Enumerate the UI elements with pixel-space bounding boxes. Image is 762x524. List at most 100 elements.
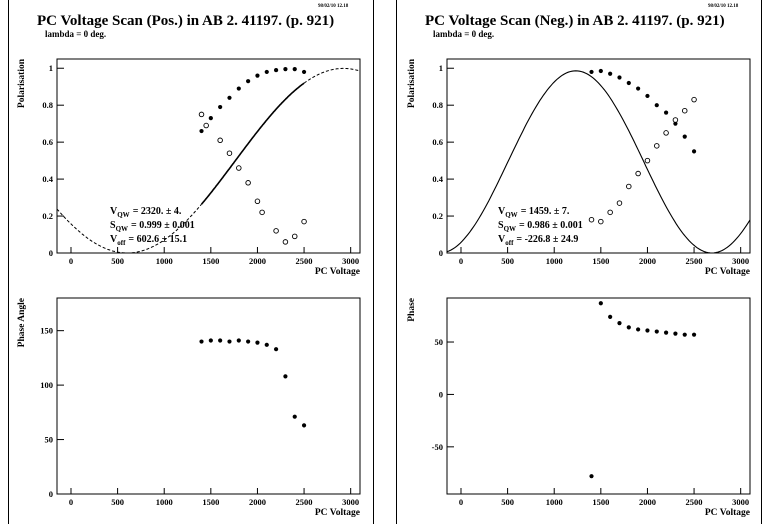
svg-text:SQW= 0.999 ± 0.001: SQW = 0.999 ± 0.001 — [110, 220, 195, 233]
data-point — [246, 79, 251, 84]
plot-frame — [446, 297, 751, 495]
data-point-open — [203, 122, 209, 129]
x-tick-label: 3000 — [342, 497, 359, 507]
data-point — [283, 374, 288, 379]
data-point — [236, 86, 241, 91]
y-tick-label: 0.2 — [42, 211, 53, 221]
data-point-open — [245, 180, 251, 186]
data-point — [218, 338, 223, 343]
data-point — [645, 93, 650, 99]
data-point — [264, 69, 269, 75]
data-point — [682, 332, 687, 337]
fit-curve-extrapolated — [303, 67, 361, 84]
data-point — [663, 110, 669, 115]
x-tick-label: 0 — [69, 497, 73, 507]
x-axis-label: PC Voltage — [315, 508, 360, 518]
x-tick-label: 1500 — [202, 256, 219, 266]
data-point — [246, 339, 251, 344]
sqw-subscript: QW — [504, 225, 516, 233]
data-point-open — [654, 143, 660, 149]
x-tick-label: 3000 — [732, 256, 749, 266]
data-point-open — [635, 170, 641, 177]
data-point — [654, 103, 659, 108]
data-point-open — [607, 209, 613, 216]
fit-results: VQW = 2320. ± 4. SQW = 0.999 ± 0.001 Voff =… — [110, 206, 195, 247]
data-point — [236, 338, 241, 343]
data-point — [283, 67, 288, 72]
sqw-value: = 0.986 ± 0.001 — [519, 220, 583, 231]
data-point-open — [273, 228, 279, 234]
data-point-open — [259, 209, 265, 216]
svg-text:VQW= 1459. ± 7.: VQW = 1459. ± 7. — [498, 206, 570, 219]
y-tick-label: 0.8 — [432, 100, 443, 110]
data-point — [617, 321, 622, 326]
voff-label: V — [110, 234, 118, 245]
data-point-open — [616, 200, 623, 206]
y-axis-label: Phase Angle — [17, 298, 27, 347]
voff-subscript: off — [117, 239, 126, 247]
data-point — [608, 71, 613, 76]
y-axis-label: Polarisation — [17, 58, 27, 108]
data-point-open — [588, 216, 595, 223]
y-tick-label: 0.6 — [432, 137, 443, 147]
data-point — [673, 331, 678, 336]
y-tick-label: 1 — [439, 63, 443, 73]
voff-value: = -226.8 ± 24.9 — [516, 234, 578, 245]
x-tick-label: 2000 — [639, 497, 656, 507]
panel-subtitle: lambda = 0 deg. — [433, 29, 494, 39]
x-tick-label: 500 — [501, 256, 514, 266]
y-tick-label: 50 — [435, 337, 444, 347]
x-tick-label: 500 — [501, 497, 514, 507]
polarisation-plot-positive: 0 500 1000 1500 2000 2500 3000 0 0.2 0.4 0.6 0.8 1 PC… — [17, 58, 361, 277]
data-point — [255, 340, 260, 345]
data-point-open — [282, 239, 289, 245]
data-point-open — [691, 96, 697, 103]
x-tick-label: 1000 — [156, 256, 173, 266]
data-point-open — [291, 233, 298, 240]
y-tick-label: 0.6 — [42, 137, 53, 147]
data-point-open — [681, 107, 688, 114]
polarisation-plot-negative: 0 500 1000 1500 2000 2500 3000 0 0.2 0.4 0.6 0.8 1 PC… — [407, 58, 751, 277]
data-point — [208, 338, 213, 343]
data-point — [255, 73, 260, 78]
data-point — [626, 80, 631, 86]
data-point — [636, 327, 641, 332]
sqw-value: = 0.999 ± 0.001 — [131, 220, 195, 231]
data-point — [617, 75, 622, 80]
data-point — [654, 329, 659, 334]
phase-plot: 0 500 1000 1500 2000 2500 3000 -50 0 50 PC Voltage… — [407, 297, 751, 518]
vqw-label: V — [498, 206, 506, 217]
x-tick-label: 0 — [459, 256, 463, 266]
data-point — [598, 301, 603, 306]
date-stamp: 98/02/10 12.18 — [708, 4, 739, 9]
x-tick-label: 3000 — [342, 256, 359, 266]
y-axis-label: Phase — [407, 298, 417, 322]
x-tick-label: 500 — [111, 497, 124, 507]
vqw-value: = 2320. ± 4. — [133, 206, 182, 217]
x-tick-label: 2000 — [249, 497, 266, 507]
data-point — [301, 423, 307, 428]
data-point — [199, 128, 204, 134]
plot-frame — [446, 58, 751, 254]
data-point — [598, 68, 603, 74]
x-tick-label: 2500 — [296, 497, 313, 507]
data-point — [208, 116, 213, 121]
data-point-open — [301, 218, 307, 225]
data-point-open — [254, 198, 261, 205]
panel-title: PC Voltage Scan (Neg.) in AB 2. 41197. (… — [425, 13, 725, 29]
date-stamp: 98/02/10 12.18 — [318, 4, 349, 9]
data-point — [589, 69, 594, 75]
data-point — [227, 95, 232, 100]
x-tick-label: 2000 — [249, 256, 266, 266]
sqw-label: S — [498, 220, 504, 231]
data-point-open — [217, 137, 223, 144]
data-point — [663, 330, 669, 335]
y-tick-label: 1 — [49, 63, 53, 73]
vqw-label: V — [110, 206, 118, 217]
data-point — [227, 339, 232, 344]
data-point-open — [236, 165, 242, 171]
sqw-label: S — [110, 220, 116, 231]
sqw-subscript: QW — [116, 225, 128, 233]
data-point — [589, 474, 594, 479]
